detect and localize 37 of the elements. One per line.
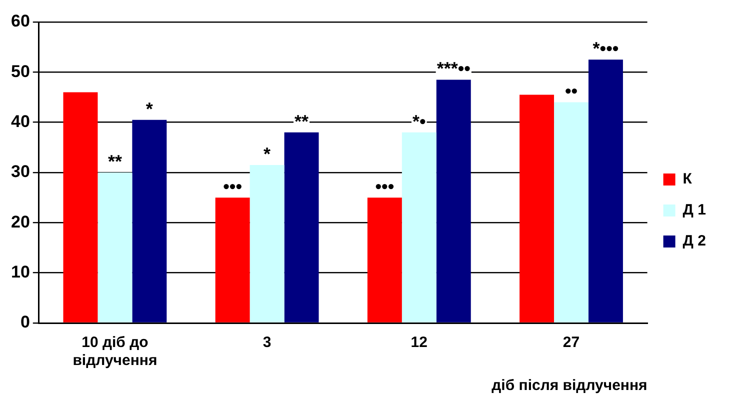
legend-label: Д 1 bbox=[682, 202, 706, 219]
x-tick-label: 3 bbox=[262, 334, 272, 352]
data-label: * bbox=[264, 144, 271, 164]
legend-label: К bbox=[682, 170, 693, 188]
y-tick-label: 50 bbox=[10, 62, 30, 81]
bar bbox=[367, 198, 402, 322]
y-tick-label: 40 bbox=[10, 112, 30, 132]
bar bbox=[98, 172, 132, 322]
bar bbox=[520, 94, 554, 322]
x-tick-label: 12 bbox=[410, 334, 428, 352]
data-label: *••• bbox=[592, 38, 619, 59]
data-label: ***•• bbox=[436, 58, 470, 79]
data-label: •• bbox=[564, 81, 578, 102]
data-label: * bbox=[146, 98, 153, 119]
y-tick-label: 30 bbox=[10, 162, 30, 182]
bar bbox=[250, 164, 284, 322]
legend-label: Д 2 bbox=[682, 232, 706, 250]
y-tick-label: 10 bbox=[10, 262, 30, 282]
data-label: ** bbox=[294, 111, 309, 132]
data-label: ••• bbox=[375, 176, 394, 197]
data-label: ••• bbox=[223, 176, 242, 197]
y-tick-label: 60 bbox=[10, 12, 30, 31]
bar bbox=[284, 132, 319, 322]
y-tick-label: 0 bbox=[20, 312, 30, 332]
x-tick-label: 10 діб до відлучення bbox=[72, 334, 158, 370]
x-axis-title: діб після відлучення bbox=[492, 377, 648, 394]
bar bbox=[588, 60, 623, 322]
bar bbox=[215, 198, 250, 322]
y-tick-label: 20 bbox=[10, 212, 30, 232]
data-label: ** bbox=[108, 151, 122, 172]
x-tick-label: 27 bbox=[562, 334, 580, 352]
bar bbox=[63, 92, 98, 322]
bar bbox=[554, 102, 588, 322]
bar bbox=[402, 132, 436, 322]
bar bbox=[132, 120, 167, 322]
bar bbox=[436, 80, 471, 322]
data-label: *• bbox=[412, 111, 426, 132]
